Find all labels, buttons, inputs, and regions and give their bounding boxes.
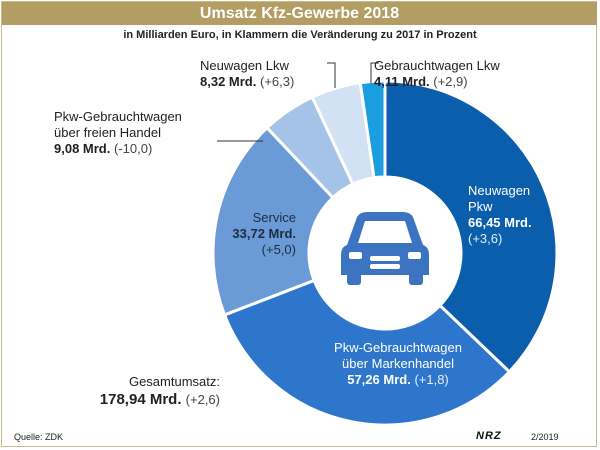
slice-1 [222, 278, 512, 427]
slice-0 [383, 79, 559, 374]
label-pkw-gebraucht-frei: Pkw-Gebrauchtwagen über freien Handel 9,… [54, 109, 182, 156]
total-label: Gesamtumsatz: [128, 374, 220, 389]
slice-5 [358, 79, 387, 180]
label-gebrauchtwagen-lkw: Gebrauchtwagen Lkw 4,11 Mrd. (+2,9) [374, 58, 500, 89]
slice-2 [211, 125, 336, 317]
label-neuwagen-pkw: Neuwagen Pkw 66,45 Mrd. (+3,6) [468, 183, 532, 246]
label-service: Service 33,72 Mrd. (+5,0) [232, 210, 296, 257]
leader-neuwagen-lkw [327, 62, 336, 88]
publisher-logo: NRZ [476, 430, 502, 442]
car-icon [341, 212, 429, 285]
leader-gebrauchtwagen-lkw [370, 62, 379, 83]
label-neuwagen-lkw: Neuwagen Lkw 8,32 Mrd. (+6,3) [200, 58, 295, 89]
source-note: Quelle: ZDK [14, 432, 64, 442]
publication-date: 2/2019 [531, 432, 559, 442]
total-value: 178,94 Mrd. (+2,6) [99, 391, 220, 408]
chart-title: Umsatz Kfz-Gewerbe 2018 [2, 2, 597, 25]
label-pkw-gebraucht-marken: Pkw-Gebrauchtwagen über Markenhandel 57,… [334, 340, 462, 387]
chart-subtitle: in Milliarden Euro, in Klammern die Verä… [123, 29, 477, 41]
